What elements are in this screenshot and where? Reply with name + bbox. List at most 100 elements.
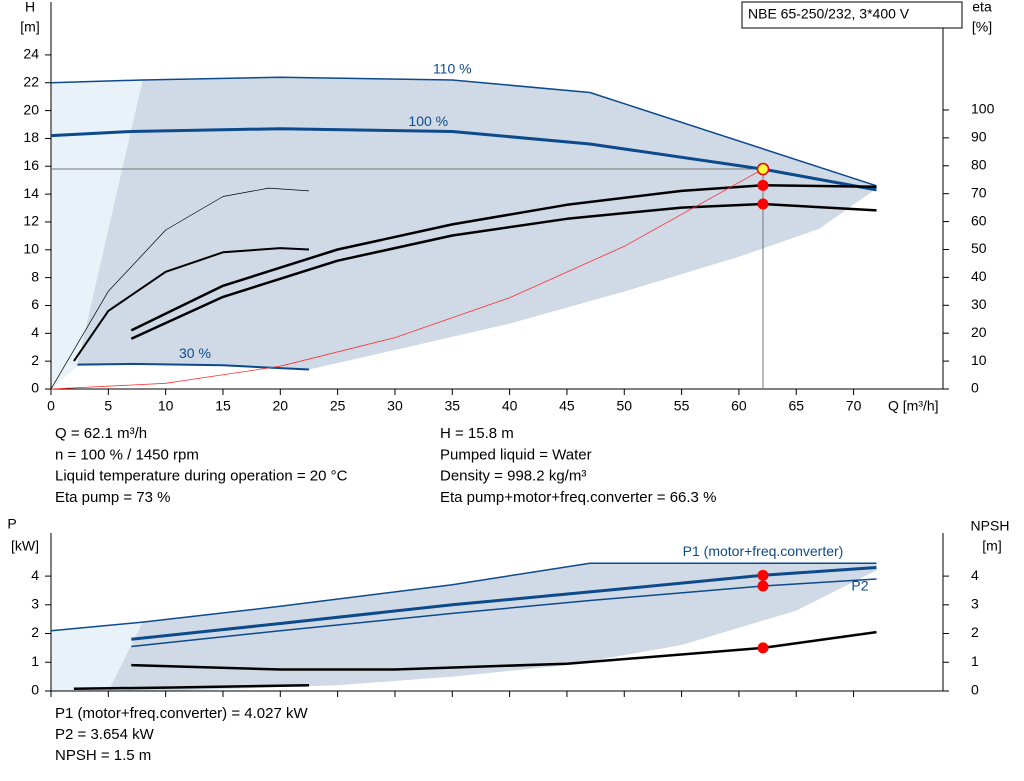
y-tick-label: 14 (23, 185, 39, 201)
x-axis-label: Q [m³/h] (888, 398, 939, 414)
x-tick-label: 20 (273, 398, 289, 414)
y-tick-label: 22 (23, 73, 39, 89)
y2-tick-label: 4 (971, 567, 979, 583)
y2-tick-label: 0 (971, 682, 979, 698)
duty-info: H = 15.8 m (440, 425, 514, 442)
y2-tick-label: 10 (971, 352, 987, 368)
duty-info: Eta pump = 73 % (55, 489, 171, 506)
y2-tick-label: 30 (971, 296, 987, 312)
duty-info: Pumped liquid = Water (440, 446, 592, 463)
y2-tick-label: 50 (971, 240, 987, 256)
duty-point (757, 580, 769, 592)
title-box-text: NBE 65-250/232, 3*400 V (748, 6, 910, 22)
x-tick-label: 50 (616, 398, 632, 414)
y2-axis-label: NPSH (971, 518, 1010, 534)
y-axis-label: P (7, 516, 16, 532)
y-tick-label: 8 (31, 268, 39, 284)
curve (50, 187, 310, 390)
y2-tick-label: 0 (971, 380, 979, 396)
operating-area (77, 77, 877, 370)
y2-tick-label: 90 (971, 129, 987, 145)
y2-tick-label: 20 (971, 324, 987, 340)
curve (131, 630, 877, 671)
title-box (741, 1, 963, 29)
y-tick-label: 18 (23, 129, 39, 145)
y-tick-label: 4 (31, 567, 39, 583)
curve-label: 110 % (433, 61, 472, 77)
x-tick-label: 45 (559, 398, 575, 414)
x-tick-label: 65 (788, 398, 804, 414)
curve (50, 168, 764, 390)
y2-axis-label: eta (972, 0, 992, 15)
power-info: P1 (motor+freq.converter) = 4.027 kW (55, 705, 308, 722)
x-tick-label: 60 (731, 398, 747, 414)
y2-tick-label: 40 (971, 268, 987, 284)
x-tick-label: 55 (674, 398, 690, 414)
y2-tick-label: 100 (971, 101, 995, 117)
x-tick-label: 35 (444, 398, 460, 414)
x-tick-label: 15 (215, 398, 231, 414)
operating-area (108, 563, 877, 691)
y2-tick-label: 60 (971, 212, 987, 228)
y-tick-label: 2 (31, 624, 39, 640)
y-tick-label: 24 (23, 46, 39, 62)
y-tick-label: 1 (31, 653, 39, 669)
x-tick-label: 0 (47, 398, 55, 414)
y2-axis-label: [%] (972, 19, 992, 35)
y-tick-label: 10 (23, 240, 39, 256)
x-tick-label: 40 (502, 398, 518, 414)
curve (131, 566, 877, 641)
y-tick-label: 3 (31, 596, 39, 612)
duty-point (757, 642, 769, 654)
curve (130, 202, 877, 340)
duty-info: Q = 62.1 m³/h (55, 425, 147, 442)
duty-point (756, 162, 770, 176)
y-tick-label: 2 (31, 352, 39, 368)
y-tick-label: 12 (23, 213, 39, 229)
curve (73, 247, 310, 362)
y2-tick-label: 1 (971, 653, 979, 669)
y-tick-label: 0 (31, 682, 39, 698)
curve (50, 562, 877, 632)
y-axis-label: H (25, 0, 35, 15)
y2-tick-label: 80 (971, 156, 987, 172)
duty-point (757, 569, 769, 581)
duty-point (757, 198, 769, 210)
y-tick-label: 16 (23, 157, 39, 173)
y2-axis-label: [m] (982, 538, 1001, 554)
y-axis-label: [kW] (11, 538, 39, 554)
power-info: NPSH = 1.5 m (55, 747, 151, 764)
duty-info: Liquid temperature during operation = 20… (55, 468, 348, 485)
operating-area (51, 622, 143, 691)
y-tick-label: 0 (31, 380, 39, 396)
y2-tick-label: 70 (971, 184, 987, 200)
y2-tick-label: 2 (971, 624, 979, 640)
curve (73, 684, 310, 690)
x-tick-label: 25 (330, 398, 346, 414)
curve-label: P1 (motor+freq.converter) (683, 543, 844, 559)
operating-area (51, 79, 143, 389)
chart-0: 0 5 10 15 20 25 30 35 40 45 50 55 60 65 70024681012141… (20, 0, 994, 414)
y2-tick-label: 3 (971, 596, 979, 612)
y-axis-label: [m] (20, 19, 39, 35)
x-tick-label: 5 (104, 398, 112, 414)
curve (50, 76, 877, 187)
duty-info: Density = 998.2 kg/m³ (440, 468, 586, 485)
curve (77, 362, 310, 371)
y-tick-label: 20 (23, 101, 39, 117)
x-tick-label: 30 (387, 398, 403, 414)
duty-point (757, 179, 769, 191)
curve-label: 30 % (179, 345, 211, 361)
y-tick-label: 6 (31, 296, 39, 312)
duty-info: Eta pump+motor+freq.converter = 66.3 % (440, 489, 716, 506)
x-tick-label: 10 (158, 398, 174, 414)
curve (131, 578, 877, 648)
duty-info: n = 100 % / 1450 rpm (55, 446, 199, 463)
power-info: P2 = 3.654 kW (55, 726, 155, 743)
chart-1: 0 1 2 3 4 0 1 2 3 4 P [kW] NPSH [m] P1 (motor+freq.con… (7, 516, 1009, 698)
curve-label: P2 (851, 578, 868, 594)
curve (130, 184, 877, 332)
x-tick-label: 70 (846, 398, 862, 414)
curve-label: 100 % (408, 113, 448, 129)
